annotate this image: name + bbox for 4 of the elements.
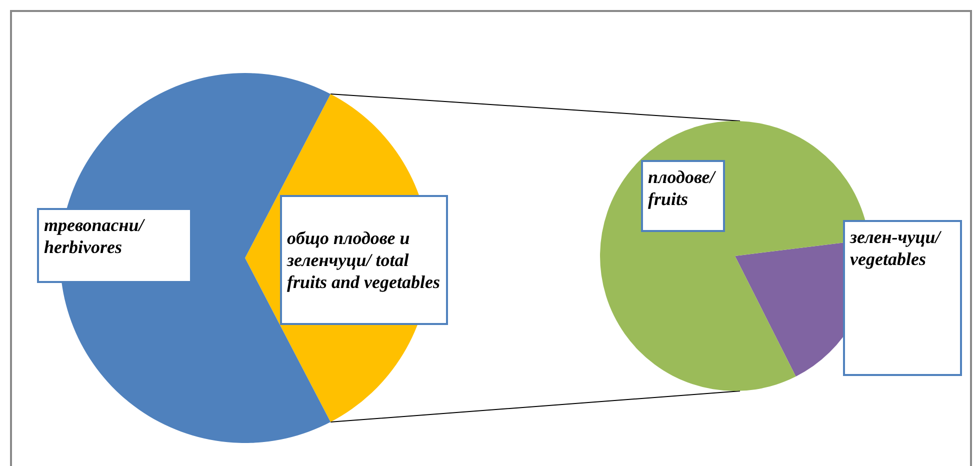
slice-label: плодове/ fruits xyxy=(648,167,715,209)
slice-label: общо плодове и зеленчуци/ total fruits and vegetables xyxy=(287,227,441,293)
slice-label: тревопасни/ herbivores xyxy=(44,215,144,257)
slice-label: зелен-чуци/ vegetables xyxy=(850,227,940,269)
